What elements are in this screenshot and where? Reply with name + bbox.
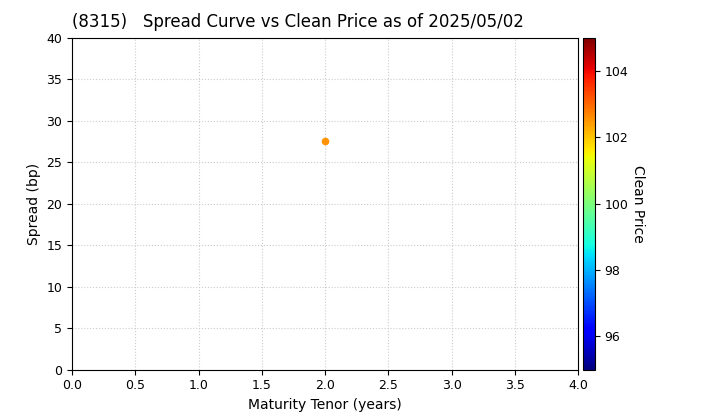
Y-axis label: Spread (bp): Spread (bp): [27, 163, 41, 245]
Y-axis label: Clean Price: Clean Price: [631, 165, 645, 243]
Point: [319, 138, 330, 145]
Text: (8315)   Spread Curve vs Clean Price as of 2025/05/02: (8315) Spread Curve vs Clean Price as of…: [72, 13, 524, 31]
X-axis label: Maturity Tenor (years): Maturity Tenor (years): [248, 398, 402, 412]
